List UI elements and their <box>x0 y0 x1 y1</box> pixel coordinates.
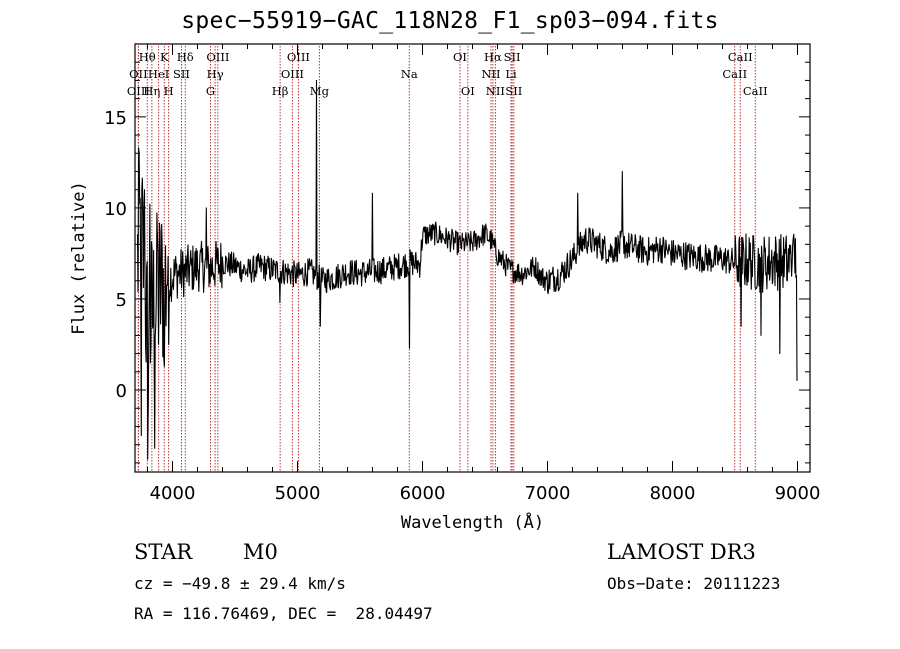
x-tick-label: 9000 <box>775 483 821 504</box>
line-label: NII <box>481 67 500 81</box>
line-label: Hη <box>143 84 160 98</box>
line-label: Na <box>401 67 418 81</box>
line-label: SII <box>504 50 521 64</box>
survey-name: LAMOST DR3 <box>607 540 756 564</box>
object-class: STAR <box>134 540 193 564</box>
line-label: CaII <box>743 84 768 98</box>
line-label: Hγ <box>207 67 224 81</box>
x-tick-label: 7000 <box>525 483 571 504</box>
line-label: Hδ <box>177 50 194 64</box>
redshift-readout: cz = −49.8 ± 29.4 km/s <box>134 574 346 593</box>
line-label: K <box>160 50 169 64</box>
line-label: SII <box>173 67 190 81</box>
line-label: CaII <box>722 67 747 81</box>
y-tick-label: 5 <box>116 290 127 311</box>
y-tick-label: 15 <box>104 108 127 129</box>
spectrum-line <box>136 79 798 460</box>
line-label: Hβ <box>272 84 289 98</box>
obs-date: Obs−Date: 20111223 <box>607 574 781 593</box>
line-label: Mg <box>310 84 330 98</box>
line-label: OI <box>461 84 475 98</box>
line-label: H <box>164 84 174 98</box>
line-label: CaII <box>728 50 753 64</box>
coordinates: RA = 116.76469, DEC = 28.04497 <box>134 604 433 623</box>
line-label: SII <box>505 84 522 98</box>
line-label: OIII <box>127 84 150 98</box>
x-tick-label: 6000 <box>400 483 446 504</box>
line-label: OII <box>129 67 148 81</box>
y-axis-label: Flux (relative) <box>69 181 89 335</box>
line-label: NII <box>486 84 505 98</box>
line-label: HeI <box>148 67 169 81</box>
y-tick-label: 0 <box>116 381 127 402</box>
object-subclass: M0 <box>243 540 278 564</box>
line-label: Hθ <box>139 50 156 64</box>
x-tick-label: 5000 <box>275 483 321 504</box>
line-label: OI <box>453 50 467 64</box>
line-label: OIII <box>287 50 310 64</box>
line-label: G <box>206 84 215 98</box>
x-tick-label: 8000 <box>650 483 696 504</box>
x-axis-label: Wavelength (Å) <box>401 511 544 533</box>
y-tick-label: 10 <box>104 199 127 220</box>
line-label: OIII <box>206 50 229 64</box>
chart-title: spec−55919−GAC_118N28_F1_sp03−094.fits <box>181 8 719 34</box>
line-label: Li <box>505 67 517 81</box>
line-label: OIII <box>281 67 304 81</box>
x-tick-label: 4000 <box>150 483 196 504</box>
line-label: Hα <box>484 50 502 64</box>
